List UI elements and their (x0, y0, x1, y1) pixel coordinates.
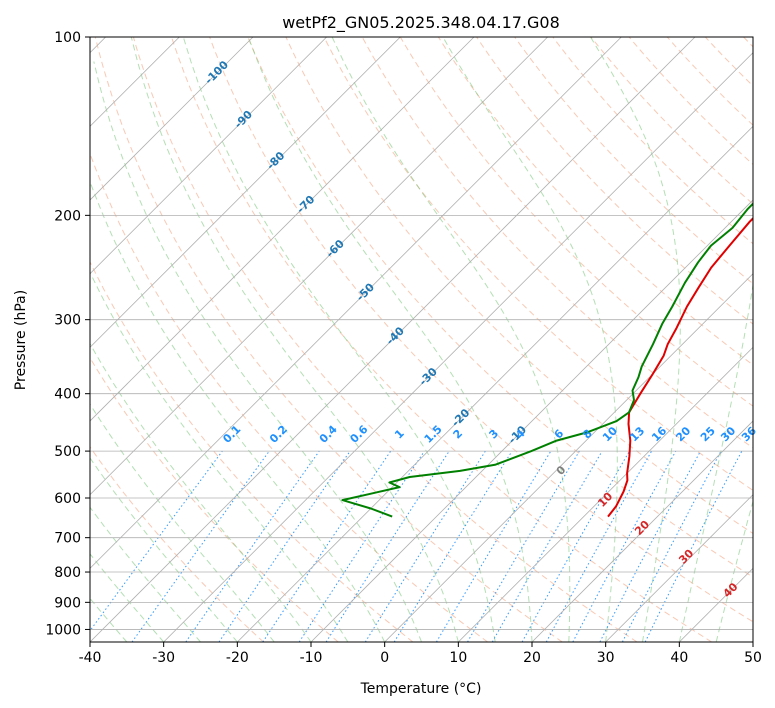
dry-adiabat-line (90, 260, 414, 642)
moist-adiabat-line (590, 37, 681, 642)
x-axis-ticks: -40 -30 -20 -10 0 10 20 30 40 50 (79, 642, 762, 666)
sounding-series (341, 202, 753, 518)
x-tick-label: 20 (523, 650, 541, 666)
x-axis-label: Temperature (°C) (360, 681, 482, 697)
mixing-ratio-line (364, 450, 486, 642)
y-tick-label: 200 (54, 208, 81, 224)
dewpoint-profile-line (341, 202, 753, 518)
dry-adiabat-line (514, 37, 753, 285)
dry-adiabat-line (247, 37, 753, 578)
isotherm-line (163, 52, 753, 642)
dry-adiabat-line (628, 37, 753, 166)
moist-adiabat-line (247, 37, 533, 642)
moist-adiabat-line (130, 37, 459, 642)
y-tick-label: 500 (54, 444, 81, 460)
temperature-profile-line (607, 216, 753, 518)
isotherm-line (90, 37, 696, 642)
moist-adiabat-line (90, 271, 349, 642)
isotherm-line (384, 273, 753, 642)
moist-adiabat-line (331, 37, 571, 642)
y-axis-label: Pressure (hPa) (13, 290, 29, 390)
moist-adiabat-line (93, 61, 422, 642)
dry-adiabat-line (399, 37, 753, 407)
dry-adiabat-line (132, 37, 638, 642)
isotherm-line (605, 494, 753, 642)
mixing-ratio-line (131, 450, 270, 642)
isotherm-line (531, 420, 753, 642)
moist-adiabat-line (715, 499, 753, 642)
plot-area (90, 37, 753, 642)
moist-adiabat-line (442, 37, 618, 642)
x-tick-label: -20 (226, 650, 249, 666)
mixing-ratio-line (393, 450, 513, 642)
x-tick-label: 10 (449, 650, 467, 666)
dry-adiabat-line (94, 37, 563, 642)
x-tick-label: 40 (670, 650, 688, 666)
mixing-ratio-line (435, 450, 552, 642)
x-tick-label: -10 (300, 650, 323, 666)
mixing-ratio-line (90, 450, 223, 632)
y-tick-label: 1000 (45, 622, 81, 638)
x-tick-label: 0 (380, 650, 389, 666)
y-axis-ticks: 100 200 300 400 500 600 700 800 900 1000 (45, 30, 90, 638)
mixing-ratio-line (521, 450, 630, 642)
y-tick-label: 400 (54, 387, 81, 403)
mixing-ratio-line (325, 450, 450, 642)
dry-adiabat-line (90, 446, 264, 642)
dry-adiabat-line (209, 37, 753, 623)
x-tick-label: 30 (597, 650, 615, 666)
isotherm-line (237, 125, 753, 642)
isotherm-line (458, 346, 753, 642)
y-tick-label: 700 (54, 531, 81, 547)
y-tick-label: 300 (54, 313, 81, 329)
y-tick-label: 800 (54, 565, 81, 581)
isotherm-line (90, 37, 254, 201)
mixing-ratio-line (572, 450, 677, 642)
x-tick-label: -40 (79, 650, 102, 666)
mixing-ratio-line (467, 450, 580, 642)
y-tick-label: 100 (54, 30, 81, 46)
x-tick-label: -30 (152, 650, 175, 666)
y-tick-label: 600 (54, 491, 81, 507)
dry-adiabat-line (323, 37, 753, 491)
isotherm-line (310, 199, 753, 642)
chart-title: wetPf2_GN05.2025.348.04.17.G08 (282, 13, 560, 33)
gridlines (90, 37, 753, 642)
dry-adiabat-line (476, 37, 753, 325)
moist-adiabat-line (90, 180, 386, 642)
isotherm-line (90, 37, 327, 275)
isotherm-line (90, 37, 622, 569)
mixing-ratio-line (491, 450, 603, 642)
mixing-ratio-line (185, 450, 320, 642)
x-tick-label: 50 (744, 650, 762, 666)
isotherm-line (90, 37, 475, 422)
isotherm-line (90, 37, 401, 348)
isotherm-line (90, 37, 548, 496)
plot-frame (89, 36, 754, 643)
mixing-ratio-line (218, 450, 351, 642)
moist-adiabat-line (678, 282, 753, 642)
y-tick-label: 900 (54, 595, 81, 611)
